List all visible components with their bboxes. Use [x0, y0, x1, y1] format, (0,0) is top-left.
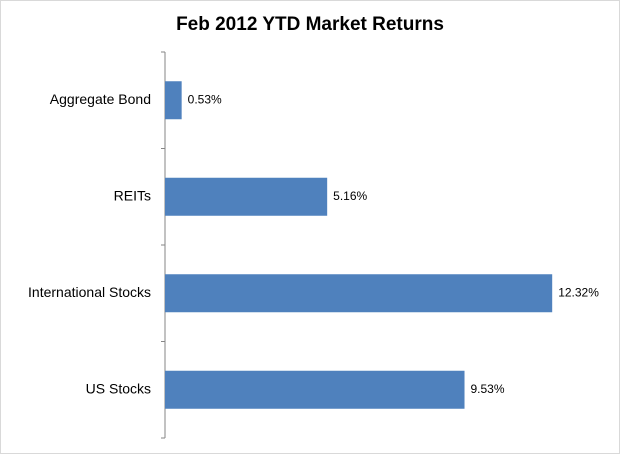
bar	[165, 177, 328, 216]
bar	[165, 81, 182, 120]
y-tick-label: US Stocks	[86, 380, 151, 396]
value-label: 12.32%	[558, 285, 599, 299]
bar	[165, 274, 553, 313]
chart-title: Feb 2012 YTD Market Returns	[176, 14, 444, 35]
y-tick-label: International Stocks	[28, 284, 151, 300]
value-label: 0.53%	[188, 92, 222, 106]
value-label: 5.16%	[333, 189, 367, 203]
bar	[165, 370, 465, 409]
value-label: 9.53%	[471, 382, 505, 396]
y-tick-label: Aggregate Bond	[50, 91, 151, 107]
y-tick-label: REITs	[114, 187, 151, 203]
